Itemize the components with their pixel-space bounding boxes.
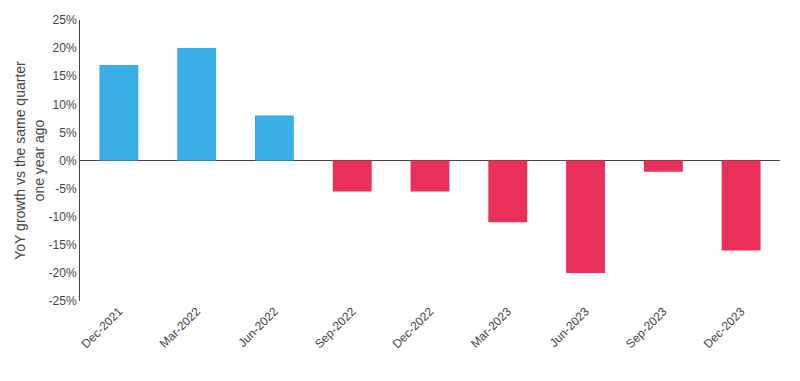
svg-text:-25%: -25% — [49, 294, 77, 308]
svg-text:10%: 10% — [53, 98, 77, 112]
svg-text:Jun-2022: Jun-2022 — [236, 304, 282, 350]
svg-text:Sep-2022: Sep-2022 — [312, 304, 359, 351]
svg-text:25%: 25% — [53, 13, 77, 27]
svg-text:20%: 20% — [53, 41, 77, 55]
svg-text:0%: 0% — [59, 154, 77, 168]
svg-text:5%: 5% — [59, 126, 77, 140]
svg-text:Dec-2022: Dec-2022 — [390, 304, 437, 351]
svg-text:Dec-2023: Dec-2023 — [701, 304, 748, 351]
svg-text:-20%: -20% — [49, 266, 77, 280]
svg-text:Sep-2023: Sep-2023 — [623, 304, 670, 351]
svg-text:-10%: -10% — [49, 210, 77, 224]
svg-text:Mar-2022: Mar-2022 — [157, 304, 203, 350]
svg-text:Dec-2021: Dec-2021 — [79, 304, 126, 351]
svg-text:-5%: -5% — [55, 182, 77, 196]
svg-text:Mar-2023: Mar-2023 — [468, 304, 514, 350]
svg-text:-15%: -15% — [49, 238, 77, 252]
svg-text:15%: 15% — [53, 69, 77, 83]
svg-text:Jun-2023: Jun-2023 — [547, 304, 593, 350]
svg-text:YoY growth vs the same quarter: YoY growth vs the same quarterone year a… — [12, 61, 46, 260]
